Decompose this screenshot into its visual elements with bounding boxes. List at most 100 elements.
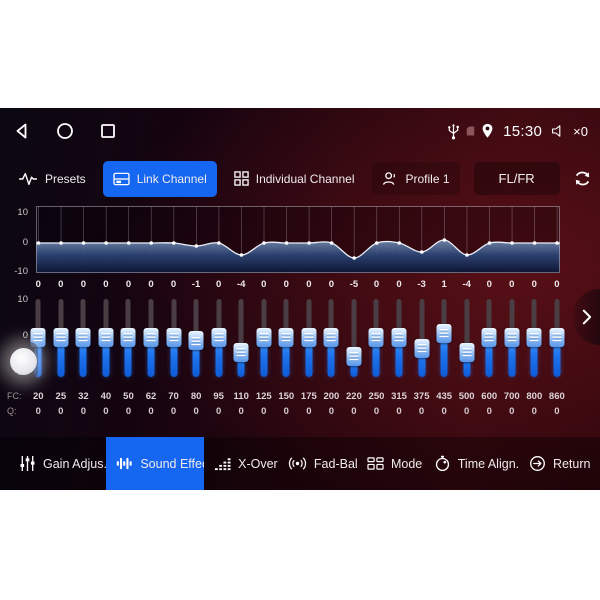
back-icon[interactable] bbox=[12, 121, 32, 141]
slider-track[interactable] bbox=[80, 299, 86, 337]
band-slider[interactable] bbox=[275, 296, 298, 380]
band-slider[interactable] bbox=[230, 296, 253, 380]
band-slider[interactable] bbox=[298, 296, 321, 380]
band-frequency: 200 bbox=[323, 391, 340, 402]
band-slider[interactable] bbox=[207, 296, 230, 380]
slider-fill bbox=[553, 337, 561, 377]
slider-handle[interactable] bbox=[30, 327, 46, 347]
band-slider[interactable] bbox=[410, 296, 433, 380]
band-slider[interactable] bbox=[162, 296, 185, 380]
band-slider[interactable] bbox=[500, 296, 523, 380]
slider-handle[interactable] bbox=[436, 323, 452, 343]
slider-track[interactable] bbox=[216, 299, 222, 337]
nav-item-return[interactable]: Return bbox=[519, 437, 591, 490]
channel-pair-button[interactable]: FL/FR bbox=[473, 162, 560, 195]
band-slider[interactable] bbox=[343, 296, 366, 380]
band-slider[interactable] bbox=[95, 296, 118, 380]
slider-handle[interactable] bbox=[346, 346, 362, 366]
nav-item-gain-adjust[interactable]: Gain Adjus.. bbox=[9, 437, 106, 490]
slider-track[interactable] bbox=[35, 299, 41, 337]
slider-track[interactable] bbox=[306, 299, 312, 337]
slider-handle[interactable] bbox=[188, 331, 204, 351]
slider-track[interactable] bbox=[486, 299, 492, 337]
slider-track[interactable] bbox=[148, 299, 154, 337]
slider-track[interactable] bbox=[531, 299, 537, 337]
slider-handle[interactable] bbox=[166, 327, 182, 347]
next-page-button[interactable] bbox=[573, 289, 600, 345]
slider-handle[interactable] bbox=[53, 327, 69, 347]
slider-track[interactable] bbox=[193, 299, 199, 341]
slider-track[interactable] bbox=[58, 299, 64, 337]
slider-handle[interactable] bbox=[414, 338, 430, 358]
slider-track[interactable] bbox=[441, 299, 447, 334]
nav-item-time-align[interactable]: Time Align.. bbox=[424, 437, 519, 490]
band-slider[interactable] bbox=[50, 296, 73, 380]
slider-axis-max: 10 bbox=[17, 294, 28, 305]
band-slider[interactable] bbox=[320, 296, 343, 380]
link-channel-icon bbox=[113, 172, 130, 186]
tab-individual-channel[interactable]: Individual Channel bbox=[224, 162, 365, 195]
nav-item-x-over[interactable]: X-Over bbox=[204, 437, 278, 490]
slider-track[interactable] bbox=[103, 299, 109, 337]
slider-handle[interactable] bbox=[120, 327, 136, 347]
nav-item-sound-effect[interactable]: Sound Effec bbox=[106, 437, 205, 490]
slider-track[interactable] bbox=[261, 299, 267, 337]
nav-item-mode[interactable]: Mode bbox=[357, 437, 424, 490]
home-icon[interactable] bbox=[55, 121, 75, 141]
slider-track[interactable] bbox=[328, 299, 334, 337]
eq-curve-graph[interactable] bbox=[36, 206, 560, 273]
band-slider[interactable] bbox=[433, 296, 456, 380]
slider-handle[interactable] bbox=[323, 327, 339, 347]
tab-profile[interactable]: Profile 1 bbox=[371, 162, 460, 195]
slider-track[interactable] bbox=[351, 299, 357, 356]
band-slider[interactable] bbox=[455, 296, 478, 380]
slider-handle[interactable] bbox=[459, 342, 475, 362]
band-slider[interactable] bbox=[478, 296, 501, 380]
recents-icon[interactable] bbox=[98, 121, 118, 141]
slider-handle[interactable] bbox=[549, 327, 565, 347]
band-slider[interactable] bbox=[72, 296, 95, 380]
slider-handle[interactable] bbox=[391, 327, 407, 347]
slider-track[interactable] bbox=[171, 299, 177, 337]
slider-handle[interactable] bbox=[75, 327, 91, 347]
band-slider[interactable] bbox=[365, 296, 388, 380]
usb-icon bbox=[447, 123, 460, 140]
band-slider[interactable] bbox=[27, 296, 50, 380]
band-slider[interactable] bbox=[388, 296, 411, 380]
slider-fill bbox=[237, 352, 245, 377]
slider-track[interactable] bbox=[509, 299, 515, 337]
slider-track[interactable] bbox=[125, 299, 131, 337]
nav-item-fad-bal[interactable]: Fad-Bal bbox=[278, 437, 357, 490]
refresh-button[interactable] bbox=[571, 166, 594, 192]
slider-fill bbox=[327, 337, 335, 377]
slider-handle[interactable] bbox=[143, 327, 159, 347]
slider-handle[interactable] bbox=[98, 327, 114, 347]
slider-track[interactable] bbox=[373, 299, 379, 337]
slider-track[interactable] bbox=[238, 299, 244, 353]
band-slider[interactable] bbox=[117, 296, 140, 380]
slider-handle[interactable] bbox=[301, 327, 317, 347]
slider-track[interactable] bbox=[283, 299, 289, 337]
slider-track[interactable] bbox=[464, 299, 470, 353]
band-slider[interactable] bbox=[140, 296, 163, 380]
tab-presets[interactable]: Presets bbox=[8, 162, 96, 195]
slider-handle[interactable] bbox=[481, 327, 497, 347]
volume-knob-overlay[interactable] bbox=[10, 348, 37, 375]
slider-handle[interactable] bbox=[211, 327, 227, 347]
band-slider[interactable] bbox=[252, 296, 275, 380]
slider-track[interactable] bbox=[554, 299, 560, 337]
band-slider[interactable] bbox=[523, 296, 546, 380]
slider-handle[interactable] bbox=[233, 342, 249, 362]
tab-link-channel[interactable]: Link Channel bbox=[102, 160, 217, 197]
slider-handle[interactable] bbox=[526, 327, 542, 347]
slider-handle[interactable] bbox=[368, 327, 384, 347]
stopwatch-icon bbox=[434, 455, 451, 472]
slider-handle[interactable] bbox=[504, 327, 520, 347]
band-q-value: 0 bbox=[238, 406, 244, 417]
slider-handle[interactable] bbox=[256, 327, 272, 347]
slider-handle[interactable] bbox=[278, 327, 294, 347]
slider-track[interactable] bbox=[419, 299, 425, 349]
band-slider[interactable] bbox=[185, 296, 208, 380]
band-slider[interactable] bbox=[546, 296, 569, 380]
slider-track[interactable] bbox=[396, 299, 402, 337]
